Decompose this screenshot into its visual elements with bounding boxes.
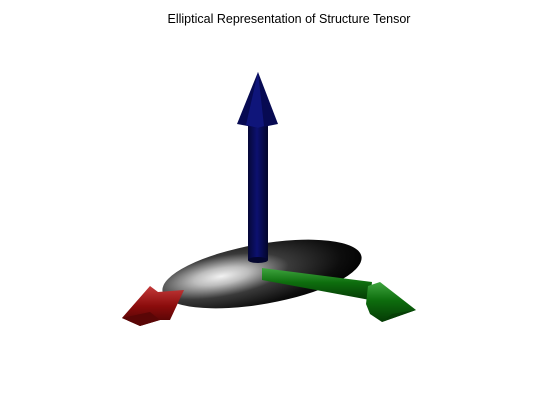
green-arrow-head-shade — [382, 310, 416, 322]
green-arrow-shaft — [262, 268, 372, 300]
blue-arrow-shaft-base — [248, 257, 268, 263]
blue-arrow-head-light — [246, 72, 264, 128]
red-arrow-head-shade — [122, 312, 160, 326]
green-arrow — [262, 268, 416, 322]
red-arrow-head-group — [122, 286, 184, 326]
blue-vertical-arrow — [237, 72, 278, 263]
blue-arrow-shaft — [248, 120, 268, 260]
plot-title: Elliptical Representation of Structure T… — [167, 12, 411, 26]
green-arrow-head — [366, 282, 416, 322]
